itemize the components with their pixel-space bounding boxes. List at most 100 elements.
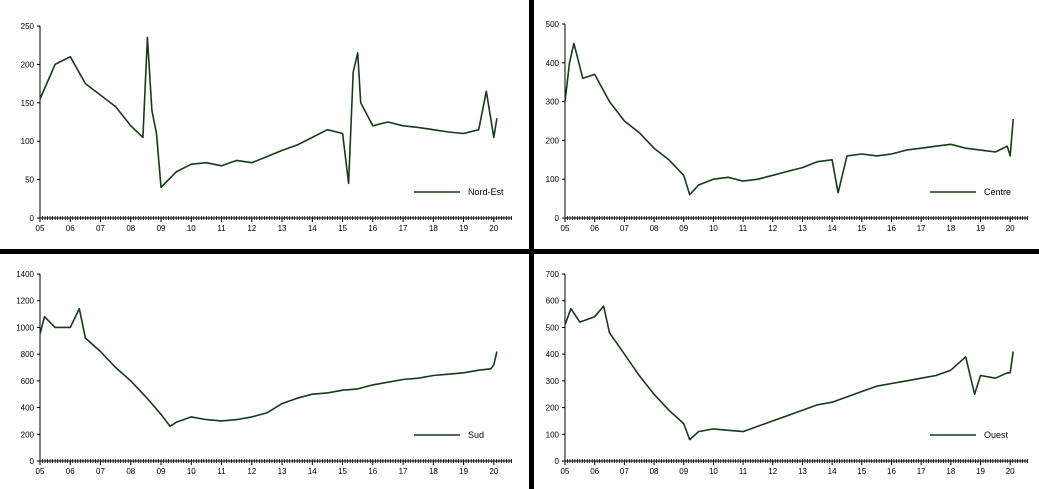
x-tick-label: 15 [857, 467, 866, 476]
x-tick-label: 08 [126, 224, 135, 233]
x-tick-label: 10 [709, 467, 718, 476]
chart-panel-top-left: 0 50 100 150 200 250 05 06 07 08 09 10 11 12 13 14 15 16 1… [21, 22, 512, 233]
x-tick-label: 18 [429, 467, 438, 476]
x-tick-label: 17 [917, 224, 926, 233]
x-tick-label: 15 [338, 224, 347, 233]
y-tick-label: 400 [546, 350, 560, 359]
x-tick-label: 15 [338, 467, 347, 476]
y-tick-label: 100 [546, 430, 560, 439]
x-tick-label: 18 [429, 224, 438, 233]
x-tick-label: 20 [1006, 467, 1015, 476]
y-tick-label: 0 [30, 457, 35, 466]
x-tick-label: 13 [278, 467, 287, 476]
x-tick-label: 17 [399, 467, 408, 476]
x-tick-label: 10 [709, 224, 718, 233]
x-tick-label: 18 [946, 467, 955, 476]
x-tick-label: 11 [217, 467, 226, 476]
series-line [39, 307, 498, 428]
x-tick-label: 14 [308, 467, 317, 476]
x-tick-label: 12 [247, 467, 256, 476]
x-tick-label: 06 [66, 224, 75, 233]
y-tick-label: 250 [21, 22, 35, 31]
y-tick-label: 0 [555, 457, 560, 466]
x-tick-label: 05 [36, 224, 45, 233]
x-tick-label: 14 [828, 467, 837, 476]
y-tick-label: 600 [21, 377, 35, 386]
y-tick-label: 200 [21, 430, 35, 439]
y-tick-label: 200 [546, 136, 560, 145]
x-tick-label: 09 [679, 467, 688, 476]
x-tick-label: 16 [887, 467, 896, 476]
y-tick-label: 400 [21, 404, 35, 413]
y-tick-label: 300 [546, 377, 560, 386]
x-tick-label: 10 [187, 224, 196, 233]
y-tick-label: 0 [555, 214, 560, 223]
x-tick-label: 14 [828, 224, 837, 233]
legend-label: Centre [984, 187, 1011, 197]
x-tick-label: 12 [768, 467, 777, 476]
x-tick-label: 07 [96, 467, 105, 476]
x-tick-label: 16 [368, 224, 377, 233]
x-tick-label: 07 [96, 224, 105, 233]
x-tick-label: 16 [368, 467, 377, 476]
chart-panel-top-right: 0 100 200 300 400 500 05 06 07 08 09 10 11 12 13 14 15 16… [546, 20, 1028, 233]
y-tick-label: 600 [546, 297, 560, 306]
y-tick-label: 800 [21, 350, 35, 359]
x-tick-label: 14 [308, 224, 317, 233]
x-tick-label: 18 [946, 224, 955, 233]
series-line [39, 36, 498, 189]
y-tick-label: 700 [546, 270, 560, 279]
x-tick-label: 13 [798, 224, 807, 233]
x-tick-label: 11 [739, 224, 748, 233]
x-tick-label: 20 [1006, 224, 1015, 233]
chart-panel-bottom-left: 0 200 400 600 800 1000 1200 1400 05 06 07 08 09 10 11 1… [16, 270, 512, 476]
x-tick-label: 06 [66, 467, 75, 476]
y-tick-label: 500 [546, 323, 560, 332]
x-tick-label: 19 [459, 467, 468, 476]
x-tick-label: 08 [650, 224, 659, 233]
x-tick-label: 13 [798, 467, 807, 476]
legend-label: Sud [468, 430, 484, 440]
y-tick-label: 1400 [16, 270, 34, 279]
x-tick-label: 12 [247, 224, 256, 233]
x-tick-label: 10 [187, 467, 196, 476]
x-tick-label: 17 [917, 467, 926, 476]
y-tick-label: 200 [21, 60, 35, 69]
x-tick-label: 17 [399, 224, 408, 233]
legend-label: Nord-Est [468, 187, 504, 197]
x-tick-label: 15 [857, 224, 866, 233]
x-tick-label: 09 [157, 467, 166, 476]
x-tick-label: 11 [217, 224, 226, 233]
y-tick-label: 1200 [16, 297, 34, 306]
x-tick-label: 20 [489, 467, 498, 476]
x-tick-label: 13 [278, 224, 287, 233]
x-tick-label: 19 [459, 224, 468, 233]
vertical-divider [529, 0, 534, 489]
x-tick-label: 07 [620, 224, 629, 233]
x-tick-label: 08 [650, 467, 659, 476]
y-tick-label: 100 [546, 175, 560, 184]
x-tick-label: 12 [768, 224, 777, 233]
x-tick-label: 06 [590, 224, 599, 233]
horizontal-divider [0, 249, 1039, 254]
x-tick-label: 05 [36, 467, 45, 476]
x-tick-label: 19 [976, 224, 985, 233]
x-tick-label: 05 [561, 467, 570, 476]
x-tick-label: 11 [739, 467, 748, 476]
x-tick-label: 19 [976, 467, 985, 476]
series-line [564, 305, 1014, 441]
x-tick-label: 16 [887, 224, 896, 233]
x-tick-label: 09 [157, 224, 166, 233]
y-tick-label: 150 [21, 99, 35, 108]
y-tick-label: 0 [30, 214, 35, 223]
y-tick-label: 400 [546, 59, 560, 68]
x-tick-label: 07 [620, 467, 629, 476]
x-tick-label: 06 [590, 467, 599, 476]
x-tick-label: 09 [679, 224, 688, 233]
y-tick-label: 50 [25, 176, 34, 185]
y-tick-label: 300 [546, 98, 560, 107]
x-tick-label: 05 [561, 224, 570, 233]
y-tick-label: 500 [546, 20, 560, 29]
x-tick-label: 20 [489, 224, 498, 233]
